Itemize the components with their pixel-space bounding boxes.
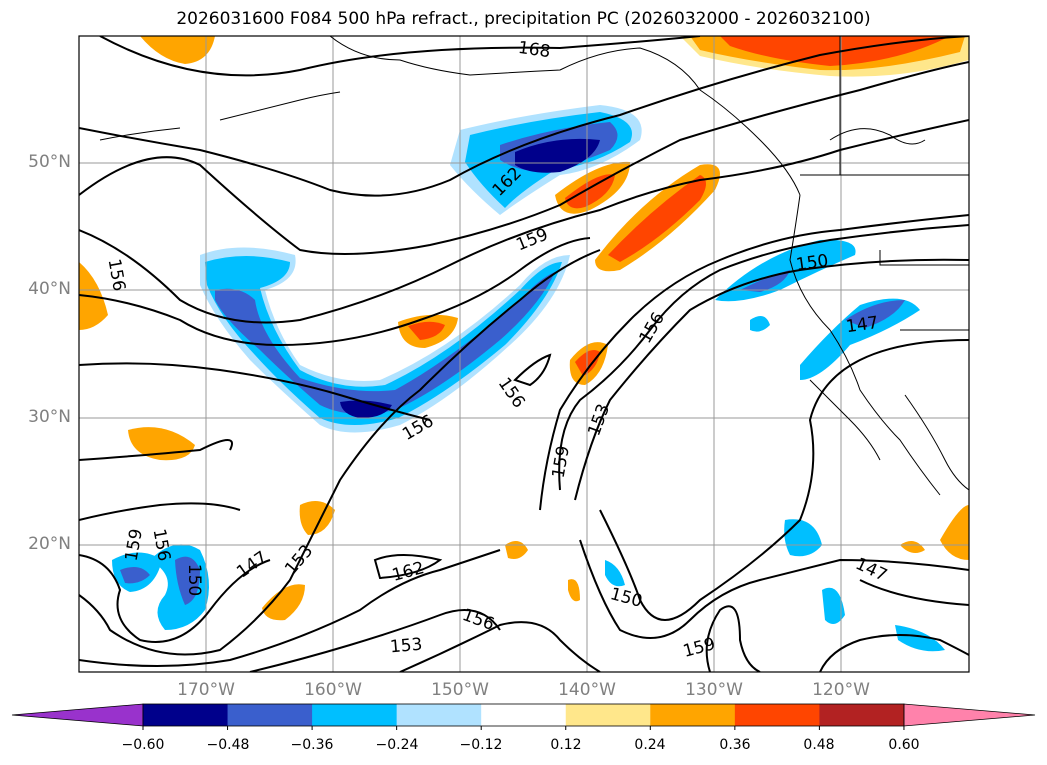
colorbar-segment <box>396 704 482 726</box>
colorbar-tick: −0.60 <box>121 737 165 753</box>
lat-label-20n: 20°N <box>28 534 71 554</box>
colorbar-segment <box>650 704 736 726</box>
contour-label: 153 <box>389 634 424 658</box>
colorbar-extend-max <box>903 703 1036 727</box>
colorbar-tick: 0.24 <box>634 737 666 753</box>
lon-label-120w: 120°W <box>812 680 870 700</box>
lon-label-150w: 150°W <box>431 680 489 700</box>
colorbar-segment <box>481 704 567 726</box>
colorbar-segment <box>227 704 313 726</box>
lat-label-50n: 50°N <box>28 152 71 172</box>
colorbar-tick: −0.24 <box>375 737 419 753</box>
map-title: 2026031600 F084 500 hPa refract., precip… <box>176 9 871 29</box>
colorbar-outline <box>142 703 905 727</box>
colorbar-segment <box>143 704 229 726</box>
colorbar-tick: 0.48 <box>803 737 835 753</box>
lon-label-170w: 170°W <box>177 680 235 700</box>
shaded-areas <box>79 36 969 652</box>
colorbar-tick: −0.48 <box>206 737 250 753</box>
contours <box>79 36 969 672</box>
colorbar-tick: 0.36 <box>719 737 751 753</box>
colorbar-tick: 0.60 <box>888 737 920 753</box>
colorbar-segment <box>819 704 905 726</box>
colorbar-extend-min <box>11 703 144 727</box>
colorbar-segment <box>312 704 398 726</box>
graticule <box>79 36 969 672</box>
colorbar-segment <box>734 704 820 726</box>
lat-label-40n: 40°N <box>28 279 71 299</box>
contour-label: 150 <box>184 563 205 597</box>
coastlines <box>99 36 969 496</box>
lon-label-160w: 160°W <box>304 680 362 700</box>
lat-label-30n: 30°N <box>28 407 71 427</box>
colorbar <box>11 703 1036 730</box>
lon-label-140w: 140°W <box>558 680 616 700</box>
lon-label-130w: 130°W <box>685 680 743 700</box>
colorbar-tick: −0.12 <box>459 737 503 753</box>
colorbar-tick: −0.36 <box>290 737 334 753</box>
contour-label: 168 <box>516 37 552 63</box>
colorbar-segment <box>565 704 651 726</box>
colorbar-tick: 0.12 <box>550 737 582 753</box>
